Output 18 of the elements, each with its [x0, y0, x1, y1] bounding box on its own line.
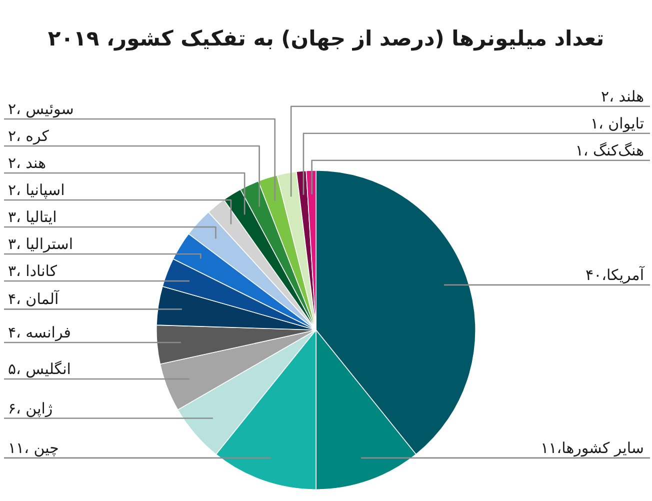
slice-label: ۴، فرانسه [8, 324, 71, 342]
chart-title: تعداد میلیونرها (درصد از جهان) به تفکیک کشور، ۲۰۱۹ [48, 26, 604, 52]
slice-label: ۱۱،سایر کشورها [540, 438, 644, 457]
slice-label: ۳، کانادا [8, 262, 58, 280]
slice-label: ۳، استرالیا [8, 234, 74, 253]
slice-label: ۴، آلمان [8, 289, 60, 308]
slice-label: ۱، هنگ‌کنگ [575, 141, 644, 160]
slice-label: ۲، هلند [601, 87, 644, 106]
slice-label: ۲، هند [8, 154, 46, 172]
slice-label: ۲، اسپانیا [8, 180, 65, 199]
slice-label: ۴۰،آمریکا [586, 264, 645, 284]
slice-label: ۱، تایوان [590, 114, 644, 132]
slice-label: ۳، ایتالیا [8, 208, 57, 226]
slice-label: ۲، کره [8, 126, 50, 145]
slice-label: ۲، سوئیس [8, 100, 74, 118]
slice-label: ۱۱، چین [8, 438, 59, 457]
slice-label: ۶، ژاپن [8, 399, 53, 418]
slice-label: ۵، انگلیس [8, 360, 71, 378]
